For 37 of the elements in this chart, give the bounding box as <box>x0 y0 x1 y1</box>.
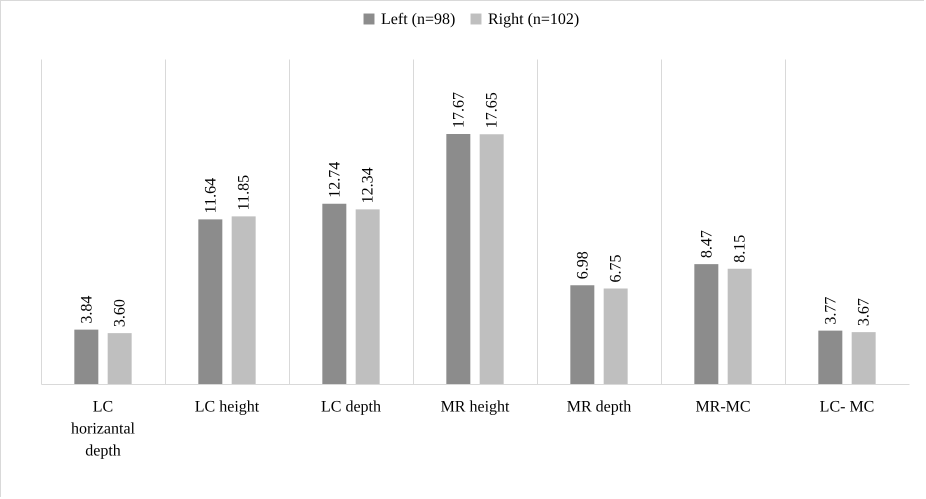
bar <box>852 332 876 384</box>
bar <box>604 288 628 384</box>
bar <box>232 216 256 384</box>
legend-label: Left (n=98) <box>381 11 456 28</box>
data-label: 12.34 <box>360 167 377 204</box>
x-tick-label: MR depth <box>566 398 632 416</box>
x-tick-label: LC height <box>194 398 260 416</box>
data-label: 11.64 <box>202 178 220 214</box>
bar <box>480 134 504 384</box>
x-tick-label: LC depth <box>321 398 381 416</box>
legend-label: Right (n=102) <box>488 11 580 28</box>
data-label: 8.47 <box>698 230 716 258</box>
bar <box>198 219 222 384</box>
data-label: 3.67 <box>856 298 873 326</box>
x-tick-label: LC horizantal depth <box>71 398 136 460</box>
x-tick-label: MR-MC <box>695 398 751 416</box>
data-label: 17.65 <box>484 92 501 128</box>
data-label: 3.84 <box>78 296 96 324</box>
bar <box>108 333 132 384</box>
data-label: 17.67 <box>450 92 468 128</box>
bar <box>818 330 842 384</box>
bar <box>728 268 752 384</box>
x-tick-label: LC- MC <box>820 398 874 416</box>
bar <box>446 134 470 384</box>
data-label: 6.75 <box>608 254 625 282</box>
data-label: 12.74 <box>326 162 344 198</box>
bar <box>570 285 594 384</box>
bar <box>694 264 718 384</box>
data-label: 8.15 <box>732 234 749 263</box>
data-label: 6.98 <box>574 251 592 280</box>
bar <box>74 330 98 384</box>
x-tick-label: MR height <box>440 398 510 416</box>
data-label: 3.60 <box>112 299 129 328</box>
bar <box>356 209 380 384</box>
bar <box>322 204 346 384</box>
data-label: 3.77 <box>822 296 840 325</box>
data-label: 11.85 <box>236 174 253 210</box>
